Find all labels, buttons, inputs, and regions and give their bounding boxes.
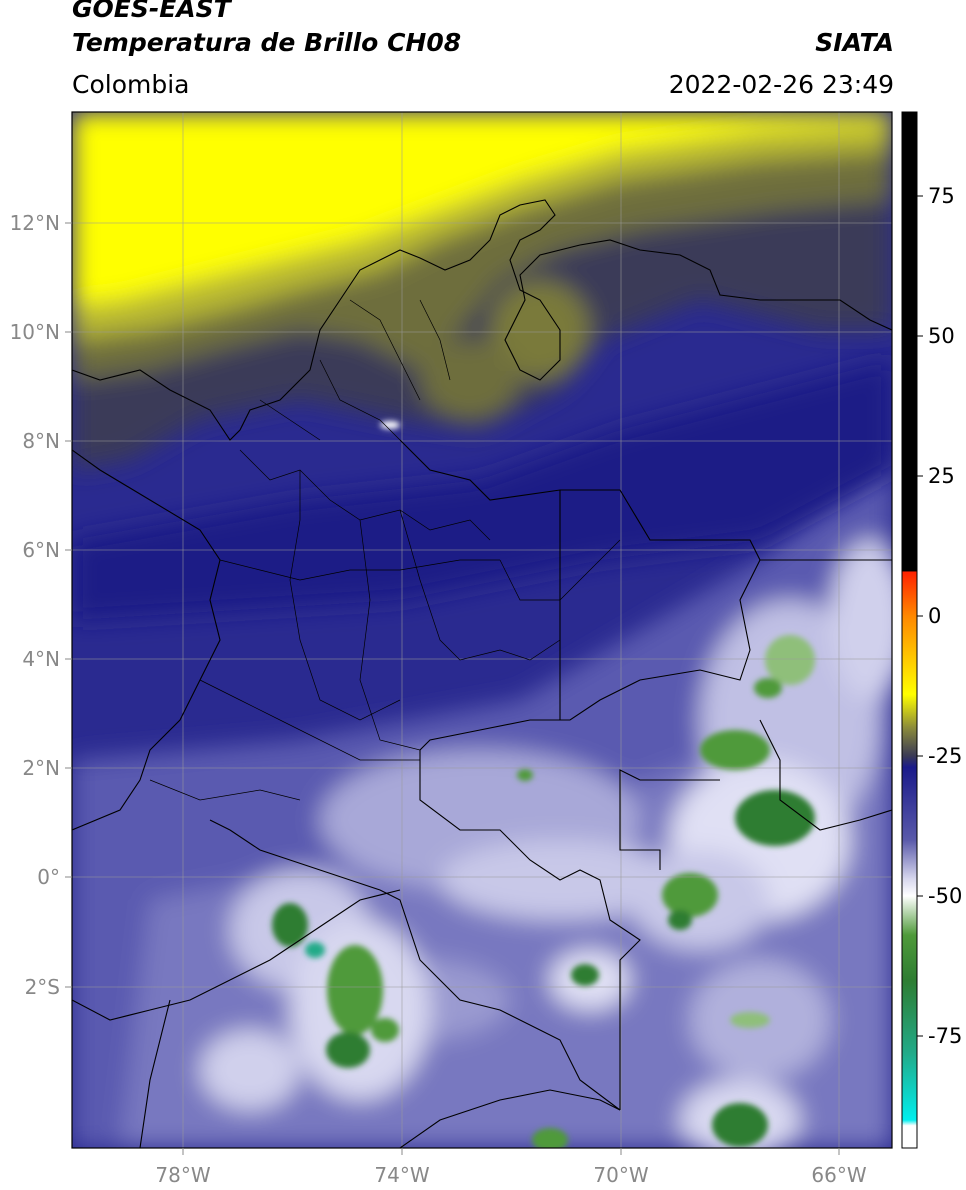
- lat-label-8n: 8°N: [22, 429, 60, 453]
- lat-label-4n: 4°N: [22, 647, 60, 671]
- colorbar-tick-label: -75: [928, 1024, 962, 1048]
- agency-label: SIATA: [815, 28, 894, 57]
- lat-label-0: 0°: [37, 865, 60, 889]
- lat-label-6n: 6°N: [22, 538, 60, 562]
- graticule: [72, 112, 892, 1148]
- map-frame: [71, 111, 893, 1149]
- lon-label-70w: 70°W: [593, 1163, 648, 1187]
- lon-label-78w: 78°W: [155, 1163, 210, 1187]
- lat-label-10n: 10°N: [10, 320, 60, 344]
- axis-ticks: [65, 222, 840, 1155]
- satellite-title: GOES-EAST: [72, 0, 231, 23]
- lon-label-74w: 74°W: [374, 1163, 429, 1187]
- colorbar: 75 50 25 0 -25 -50 -75: [901, 111, 962, 1149]
- product-title: Temperatura de Brillo CH08: [72, 28, 462, 57]
- lat-label-12n: 12°N: [10, 211, 60, 235]
- lat-label-2s: 2°S: [25, 975, 60, 999]
- colorbar-tick-label: -25: [928, 744, 962, 768]
- colorbar-tick-label: 0: [928, 604, 941, 628]
- brightness-temperature-field: [72, 112, 892, 1148]
- department-borders: [149, 299, 621, 801]
- colorbar-tick-label: 50: [928, 324, 955, 348]
- colorbar-frame: [901, 111, 918, 1149]
- country-borders: [72, 199, 892, 1148]
- longitude-labels: 78°W 74°W 70°W 66°W: [155, 1163, 866, 1187]
- latitude-labels: 12°N 10°N 8°N 6°N 4°N 2°N 0° 2°S: [10, 211, 60, 999]
- colorbar-tick-label: -50: [928, 884, 962, 908]
- lat-label-2n: 2°N: [22, 756, 60, 780]
- colorbar-gradient: [902, 112, 917, 1148]
- region-label: Colombia: [72, 70, 190, 99]
- lon-label-66w: 66°W: [811, 1163, 866, 1187]
- colorbar-ticks: 75 50 25 0 -25 -50 -75: [917, 184, 962, 1048]
- colorbar-tick-label: 25: [928, 464, 955, 488]
- timestamp-label: 2022-02-26 23:49: [668, 70, 894, 99]
- colorbar-tick-label: 75: [928, 184, 955, 208]
